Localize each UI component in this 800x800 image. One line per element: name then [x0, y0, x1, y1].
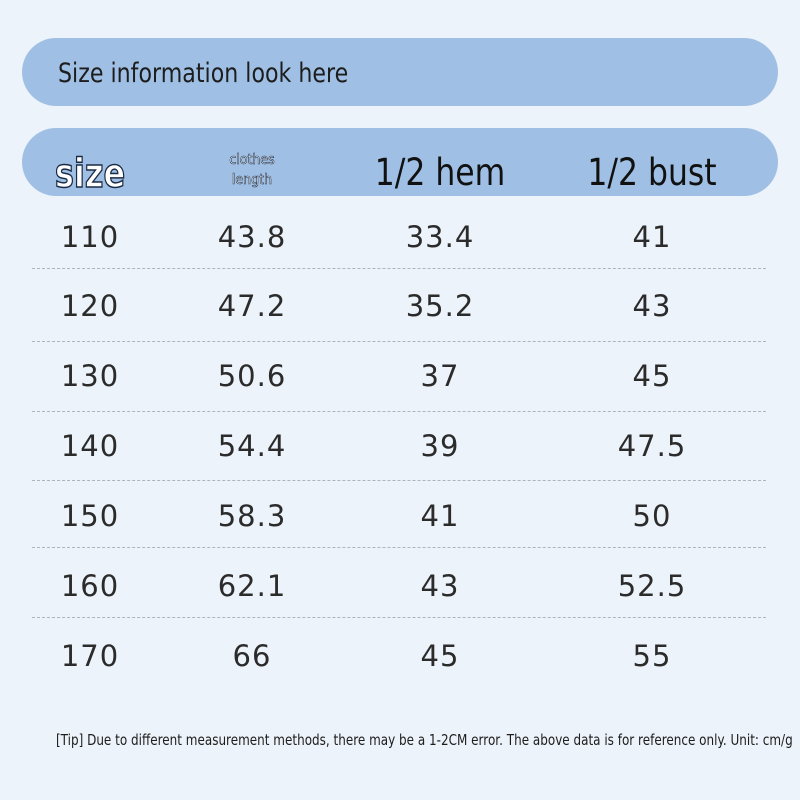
row-divider — [32, 617, 766, 618]
table-cell: 58.3 — [217, 499, 287, 533]
table-cell: 45 — [632, 359, 672, 393]
table-cell: 160 — [60, 569, 120, 603]
table-cell: 37 — [420, 359, 460, 393]
table-cell: 39 — [420, 429, 460, 463]
table-cell: 50.6 — [217, 359, 287, 393]
title-banner — [22, 38, 778, 106]
table-cell: 150 — [60, 499, 120, 533]
row-divider — [32, 341, 766, 342]
row-divider — [32, 268, 766, 269]
header-banner — [22, 128, 778, 196]
row-divider — [32, 411, 766, 412]
table-cell: 140 — [60, 429, 120, 463]
table-cell: 33.4 — [405, 220, 475, 254]
table-cell: 54.4 — [217, 429, 287, 463]
column-header: size — [54, 151, 126, 197]
table-cell: 62.1 — [217, 569, 287, 603]
column-header: clothes length — [229, 152, 275, 189]
table-cell: 130 — [60, 359, 120, 393]
table-cell: 47.5 — [617, 429, 687, 463]
table-cell: 43 — [632, 289, 672, 323]
row-divider — [32, 547, 766, 548]
table-cell: 41 — [632, 220, 672, 254]
column-header: 1/2 hem — [374, 151, 506, 194]
title: Size information look here — [58, 58, 349, 89]
table-cell: 43 — [420, 569, 460, 603]
table-cell: 43.8 — [217, 220, 287, 254]
table-cell: 45 — [420, 639, 460, 673]
table-cell: 47.2 — [217, 289, 287, 323]
table-cell: 41 — [420, 499, 460, 533]
table-cell: 120 — [60, 289, 120, 323]
table-cell: 35.2 — [405, 289, 475, 323]
table-cell: 50 — [632, 499, 672, 533]
table-cell: 66 — [232, 639, 272, 673]
column-header: 1/2 bust — [587, 151, 717, 194]
table-cell: 110 — [60, 220, 120, 254]
tip: [Tip] Due to different measurement metho… — [56, 731, 793, 749]
table-cell: 170 — [60, 639, 120, 673]
table-cell: 52.5 — [617, 569, 687, 603]
row-divider — [32, 480, 766, 481]
table-cell: 55 — [632, 639, 672, 673]
